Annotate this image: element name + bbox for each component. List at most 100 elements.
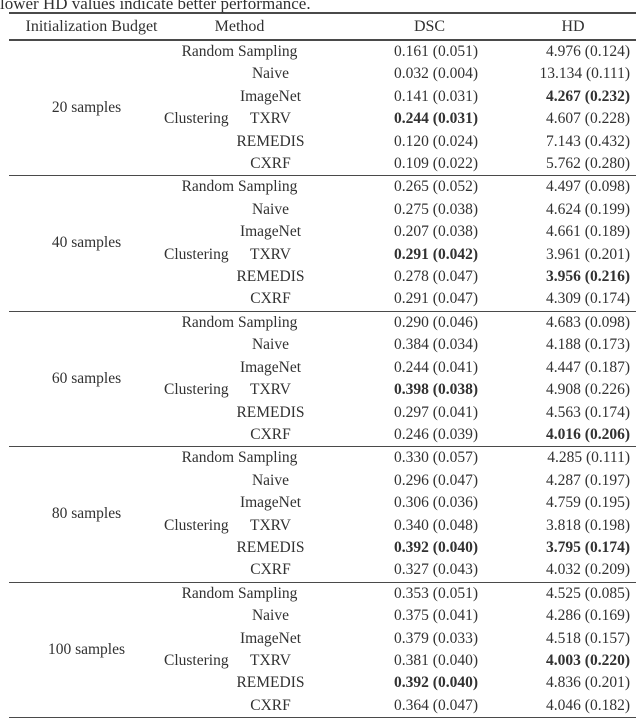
budget-cell: 20 samples bbox=[9, 39, 164, 176]
cluster-label-cell bbox=[164, 605, 226, 627]
cluster-label-cell bbox=[164, 131, 226, 153]
method-cell: Random Sampling bbox=[164, 581, 315, 606]
hd-value: 4.908 (0.226) bbox=[546, 381, 630, 399]
header-method: Method bbox=[164, 13, 315, 41]
table-row: CXRF 0.291 (0.047) 4.309 (0.174) bbox=[9, 288, 636, 311]
hd-value: 4.003 (0.220) bbox=[546, 651, 630, 669]
hd-value: 4.309 (0.174) bbox=[546, 290, 630, 308]
dsc-value: 0.207 (0.038) bbox=[394, 223, 478, 241]
table-row: Clustering TXRV 0.381 (0.040) 4.003 (0.220) bbox=[9, 650, 636, 672]
dsc-value: 0.265 (0.052) bbox=[315, 175, 486, 199]
hd-value: 4.683 (0.098) bbox=[486, 310, 636, 335]
dsc-value: 0.244 (0.031) bbox=[394, 110, 478, 128]
dsc-value: 0.244 (0.041) bbox=[394, 358, 478, 376]
hd-value: 3.795 (0.174) bbox=[546, 538, 630, 556]
method-cell: CXRF bbox=[250, 696, 291, 714]
cluster-label-cell bbox=[164, 221, 226, 243]
table-row: CXRF 0.327 (0.043) 4.032 (0.209) bbox=[9, 559, 636, 582]
cluster-label-cell bbox=[164, 153, 226, 176]
hd-value: 7.143 (0.432) bbox=[546, 132, 630, 150]
header-initialization-budget: Initialization Budget bbox=[9, 13, 164, 41]
hd-value: 4.497 (0.098) bbox=[486, 175, 636, 199]
table-row: REMEDIS 0.278 (0.047) 3.956 (0.216) bbox=[9, 266, 636, 288]
hd-value: 5.762 (0.280) bbox=[546, 155, 630, 173]
cluster-label-cell bbox=[164, 559, 226, 582]
hd-value: 4.286 (0.169) bbox=[546, 607, 630, 625]
table-row: ImageNet 0.141 (0.031) 4.267 (0.232) bbox=[9, 86, 636, 108]
method-cell: Naive bbox=[251, 607, 289, 625]
hd-value: 4.267 (0.232) bbox=[546, 87, 630, 105]
method-cell: REMEDIS bbox=[236, 403, 305, 421]
table-row: Naive 0.375 (0.041) 4.286 (0.169) bbox=[9, 605, 636, 627]
hd-value: 4.525 (0.085) bbox=[486, 581, 636, 606]
hd-value: 4.188 (0.173) bbox=[546, 336, 630, 354]
table-row: 60 samples Random Sampling 0.290 (0.046) 4.… bbox=[9, 310, 636, 447]
method-cell: TXRV bbox=[250, 651, 291, 669]
hd-value: 4.661 (0.189) bbox=[546, 223, 630, 241]
header-row: Initialization Budget Method DSC HD bbox=[9, 13, 636, 41]
dsc-value: 0.161 (0.051) bbox=[315, 39, 486, 64]
method-cell: Random Sampling bbox=[164, 446, 315, 470]
table-header: Initialization Budget Method DSC HD bbox=[9, 13, 636, 41]
budget-cell: 40 samples bbox=[9, 175, 164, 312]
hd-value: 4.976 (0.124) bbox=[486, 39, 636, 64]
method-cell: Naive bbox=[251, 471, 289, 489]
table-row: Clustering TXRV 0.291 (0.042) 3.961 (0.201) bbox=[9, 244, 636, 266]
hd-value: 4.285 (0.111) bbox=[486, 446, 636, 470]
budget-cell: 100 samples bbox=[9, 581, 164, 718]
hd-value: 4.624 (0.199) bbox=[546, 200, 630, 218]
table-row: ImageNet 0.379 (0.033) 4.518 (0.157) bbox=[9, 628, 636, 650]
dsc-value: 0.291 (0.042) bbox=[394, 245, 478, 263]
table-row: Clustering TXRV 0.244 (0.031) 4.607 (0.228) bbox=[9, 108, 636, 130]
cluster-label-cell bbox=[164, 288, 226, 311]
cluster-label-cell: Clustering bbox=[164, 245, 229, 263]
cluster-label-cell: Clustering bbox=[164, 651, 229, 669]
dsc-value: 0.275 (0.038) bbox=[394, 200, 478, 218]
dsc-value: 0.109 (0.022) bbox=[394, 155, 478, 173]
cluster-label-cell bbox=[164, 86, 226, 108]
dsc-value: 0.290 (0.046) bbox=[315, 310, 486, 335]
hd-value: 4.016 (0.206) bbox=[546, 425, 630, 443]
dsc-value: 0.141 (0.031) bbox=[394, 87, 478, 105]
method-cell: REMEDIS bbox=[236, 132, 305, 150]
dsc-value: 0.330 (0.057) bbox=[315, 446, 486, 470]
budget-cell: 60 samples bbox=[9, 310, 164, 447]
table-row: ImageNet 0.207 (0.038) 4.661 (0.189) bbox=[9, 221, 636, 243]
hd-value: 4.046 (0.182) bbox=[546, 696, 630, 714]
hd-value: 3.956 (0.216) bbox=[546, 268, 630, 286]
dsc-value: 0.297 (0.041) bbox=[394, 403, 478, 421]
method-cell: Naive bbox=[251, 336, 289, 354]
table-row: Clustering TXRV 0.398 (0.038) 4.908 (0.226) bbox=[9, 379, 636, 401]
method-cell: TXRV bbox=[250, 516, 291, 534]
hd-value: 4.759 (0.195) bbox=[546, 494, 630, 512]
dsc-value: 0.364 (0.047) bbox=[394, 696, 478, 714]
cluster-label-cell bbox=[164, 424, 226, 447]
dsc-value: 0.392 (0.040) bbox=[394, 674, 478, 692]
method-cell: TXRV bbox=[250, 245, 291, 263]
table-caption: lower HD values indicate better performa… bbox=[0, 0, 311, 13]
dsc-value: 0.306 (0.036) bbox=[394, 494, 478, 512]
hd-value: 13.134 (0.111) bbox=[539, 65, 630, 83]
method-cell: Naive bbox=[251, 200, 289, 218]
dsc-value: 0.375 (0.041) bbox=[394, 607, 478, 625]
method-cell: CXRF bbox=[250, 155, 291, 173]
table-row: ImageNet 0.244 (0.041) 4.447 (0.187) bbox=[9, 357, 636, 379]
hd-value: 4.287 (0.197) bbox=[546, 471, 630, 489]
method-cell: REMEDIS bbox=[236, 268, 305, 286]
cluster-label-cell bbox=[164, 199, 226, 221]
method-cell: Random Sampling bbox=[164, 39, 315, 64]
table-row: REMEDIS 0.120 (0.024) 7.143 (0.432) bbox=[9, 131, 636, 153]
method-cell: ImageNet bbox=[239, 87, 302, 105]
method-cell: ImageNet bbox=[239, 629, 302, 647]
method-cell: Random Sampling bbox=[164, 310, 315, 335]
hd-value: 4.518 (0.157) bbox=[546, 629, 630, 647]
cluster-label-cell: Clustering bbox=[164, 110, 229, 128]
table-row: Naive 0.296 (0.047) 4.287 (0.197) bbox=[9, 470, 636, 492]
table-row: 80 samples Random Sampling 0.330 (0.057) 4.… bbox=[9, 446, 636, 583]
cluster-label-cell bbox=[164, 492, 226, 514]
method-cell: REMEDIS bbox=[236, 674, 305, 692]
dsc-value: 0.032 (0.004) bbox=[394, 65, 478, 83]
cluster-label-cell bbox=[164, 628, 226, 650]
table-row: REMEDIS 0.297 (0.041) 4.563 (0.174) bbox=[9, 402, 636, 424]
dsc-value: 0.384 (0.034) bbox=[394, 336, 478, 354]
